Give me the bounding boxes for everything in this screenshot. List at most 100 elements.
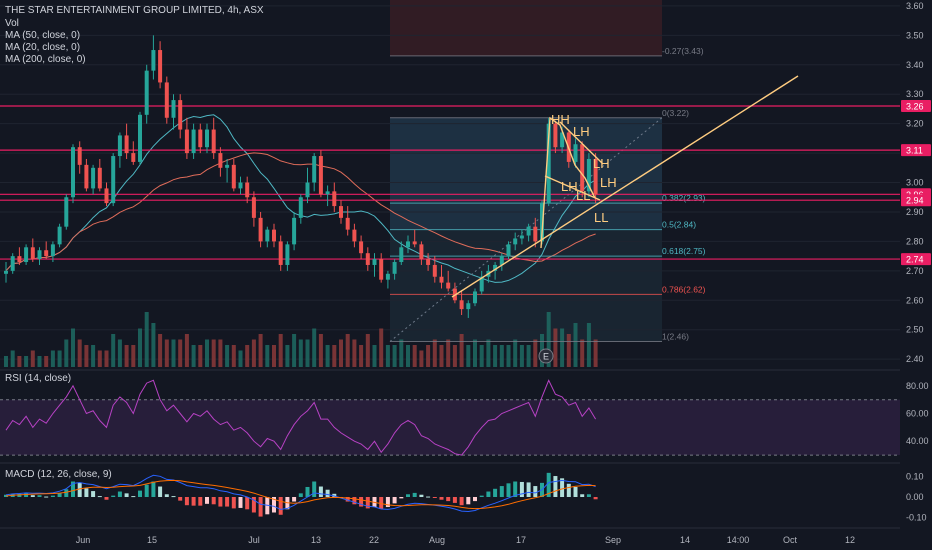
volume-bar [231,345,236,367]
macd-histogram-bar [211,497,216,505]
macd-histogram-bar [526,482,531,497]
legend-vol: Vol [5,18,19,29]
volume-bar [151,323,156,367]
time-tick: 15 [147,535,157,545]
volume-bar [466,345,471,367]
volume-bar [131,345,136,367]
volume-bar [205,339,209,367]
grid [0,5,932,529]
macd-histogram-bar [91,491,96,497]
time-tick: 22 [369,535,379,545]
pattern-label: LH [561,179,578,194]
candle-body [593,158,598,195]
volume-bar [493,345,498,367]
macd-histogram-bar [171,496,176,498]
volume-bar [352,339,357,367]
volume-bar [446,339,451,367]
candle-body [580,144,585,192]
price-axis[interactable]: 3.603.503.403.303.203.103.002.902.802.70… [900,0,932,550]
price-tick: 3.60 [906,1,924,11]
macd-histogram-bar [365,497,370,509]
price-tick: 2.60 [906,295,924,305]
level-tag-label: 2.74 [906,255,924,265]
volume-bar [4,356,8,367]
macd-histogram-bar [272,497,276,513]
macd-histogram-bar [191,497,196,506]
macd-histogram-bar [345,497,350,502]
volume-bar [298,339,303,367]
time-tick: 13 [311,535,321,545]
macd-histogram-bar [459,497,464,506]
candle-body [245,182,250,198]
price-tick: 3.50 [906,30,924,40]
macd-signal-line [5,479,596,510]
volume-bar [164,339,169,367]
candle-body [265,229,270,242]
macd-histogram-bar [104,497,109,500]
volume-bar [452,345,457,367]
macd-label: MACD (12, 26, close, 9) [5,469,112,480]
macd-histogram-bar [258,497,263,517]
macd-line [5,474,596,513]
candle-body [30,247,35,260]
earnings-marker[interactable]: E [538,348,554,364]
price-tick: 2.40 [906,354,924,364]
macd-histogram-bar [225,497,230,507]
candle-body [546,123,551,204]
candle-body [164,82,169,118]
candle-body [124,135,129,154]
volume-bars [4,312,598,367]
volume-bar [71,328,75,367]
fib-zones [390,0,662,342]
candle-body [178,100,183,130]
candle-body [211,129,216,154]
candle-body [499,256,504,265]
volume-bar [191,345,196,367]
time-tick: 12 [845,535,855,545]
volume-bar [30,350,35,367]
volume-bar [84,345,89,367]
macd-histogram-bar [332,493,337,497]
candle-body [526,226,531,236]
candle-body [258,217,263,242]
macd-histogram-bar [560,478,565,497]
macd-histogram-bar [486,491,491,497]
macd-histogram-bar [198,497,203,506]
candle-body [506,244,511,257]
volume-bar [10,350,15,367]
macd-histogram-bar [44,496,49,498]
legend-ma200: MA (200, close, 0) [5,54,86,65]
macd-histogram-bar [84,488,89,497]
candle-body [399,247,404,263]
earnings-badge [538,348,554,364]
macd-histogram-bar [312,481,317,497]
pattern-label: LH [600,175,617,190]
candle-body [238,182,243,189]
volume-bar [138,328,142,367]
candle-body [231,164,236,189]
chart-title: THE STAR ENTERTAINMENT GROUP LIMITED, 4h… [5,5,264,16]
volume-bar [251,339,256,367]
volume-bar [64,339,69,367]
ascending-trendline [451,75,799,298]
volume-bar [272,345,276,367]
volume-bar [419,350,424,367]
time-axis[interactable]: Jun 15 Jul 13 22 Aug 17 Sep 14 14:00 Oct 12 [76,535,855,545]
fib-label: 0.5(2.84) [662,220,696,230]
candle-body [131,153,136,162]
candle-body [171,100,176,118]
volume-bar [459,334,464,367]
pattern-label: LH [593,156,610,171]
fibonacci-retracement[interactable]: -0.27(3.43) 0(3.22) 0.382(2.93) 0.5(2.84) 0.… [389,46,706,343]
volume-bar [473,339,477,367]
volume-bar [499,345,504,367]
volume-bar [359,345,364,367]
volume-bar [57,350,62,367]
macd-histogram-bar [124,493,129,497]
volume-bar [553,328,558,367]
macd-histogram-bar [419,494,424,497]
macd-histogram-bar [50,495,55,497]
trendline-drawings[interactable] [451,75,799,298]
macd-histogram-bar [57,492,62,497]
